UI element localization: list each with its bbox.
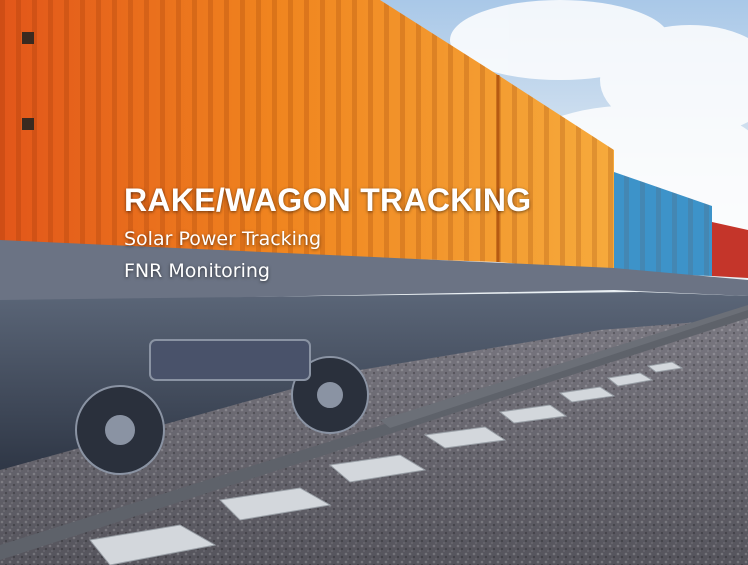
wagon-deck	[0, 240, 748, 302]
hero-text-block: RAKE/WAGON TRACKING Solar Power Tracking…	[124, 180, 531, 284]
rail-far	[380, 305, 748, 428]
red-container	[712, 222, 748, 278]
undercarriage	[0, 292, 748, 470]
bogie	[75, 339, 369, 475]
railway-track	[0, 305, 748, 565]
clouds	[450, 0, 748, 235]
rail-near	[0, 310, 748, 560]
hero-line-solar: Solar Power Tracking	[124, 228, 322, 250]
hero-title: RAKE/WAGON TRACKING	[124, 182, 532, 218]
orange-container	[0, 0, 614, 272]
blue-container	[614, 172, 712, 276]
hero-line-fnr: FNR Monitoring	[124, 260, 270, 282]
